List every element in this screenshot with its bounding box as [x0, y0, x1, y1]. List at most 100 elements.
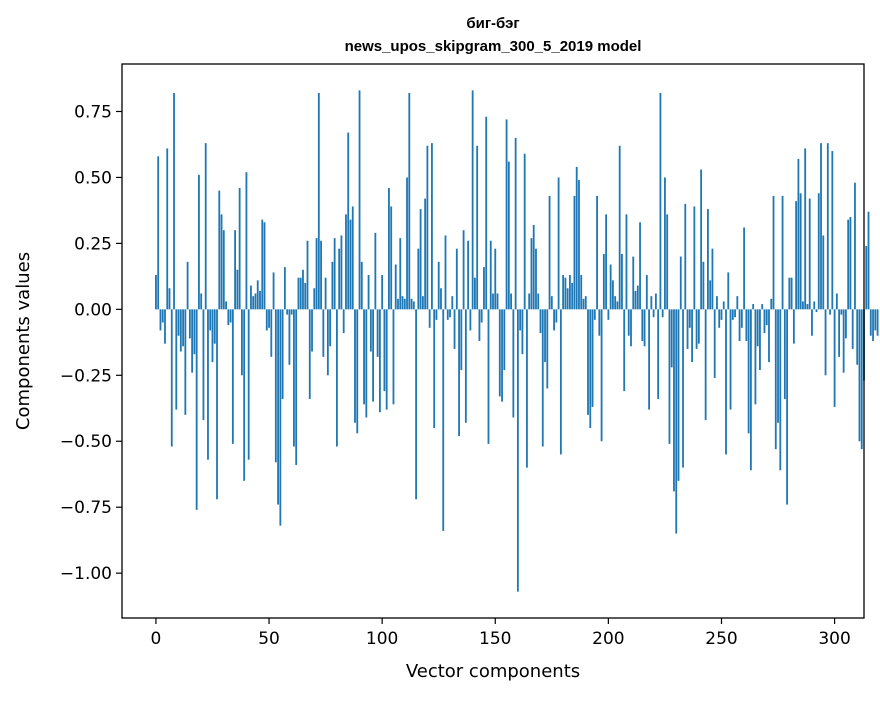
bar-component-19: [198, 174, 200, 310]
bar-component-121: [428, 309, 431, 328]
bar-component-189: [582, 298, 585, 310]
bar-component-141: [474, 277, 476, 310]
bar-component-116: [417, 248, 420, 310]
bar-component-20: [200, 293, 203, 310]
bar-component-84: [345, 214, 347, 310]
bar-component-82: [340, 235, 343, 310]
bar-component-287: [804, 148, 807, 310]
bar-component-137: [464, 309, 467, 423]
bar-component-139: [469, 309, 472, 331]
bar-component-218: [648, 309, 650, 410]
y-tick-label: 0.75: [74, 102, 112, 122]
bar-component-100: [381, 275, 384, 310]
bar-component-2: [159, 309, 162, 331]
bar-component-39: [243, 309, 246, 481]
bar-component-13: [184, 309, 187, 415]
bar-component-265: [754, 309, 757, 405]
bar-component-142: [476, 145, 479, 310]
bar-component-93: [365, 309, 368, 418]
y-axis: 0.75 0.50 0.25 0.00 −0.25 −0.50 −0.75 −1.00: [60, 102, 122, 584]
bar-component-308: [851, 309, 854, 349]
bar-component-79: [333, 238, 336, 310]
bar-component-69: [311, 309, 313, 352]
bar-component-296: [824, 309, 827, 376]
bar-component-27: [216, 309, 218, 500]
bar-component-281: [790, 277, 793, 310]
bar-component-216: [643, 309, 646, 347]
bar-component-214: [639, 222, 641, 310]
bar-component-115: [415, 309, 417, 500]
x-tick-label: 0: [151, 629, 162, 649]
bar-component-75: [324, 277, 327, 310]
bar-component-286: [802, 301, 804, 310]
bar-component-46: [259, 290, 261, 310]
bar-component-195: [596, 195, 598, 310]
bar-component-212: [634, 290, 637, 310]
bar-component-56: [281, 309, 284, 400]
bar-component-70: [313, 288, 316, 310]
bar-component-261: [745, 309, 748, 341]
bar-component-211: [632, 256, 635, 310]
bar-component-249: [718, 309, 721, 328]
bar-component-170: [539, 309, 542, 334]
bar-component-52: [272, 272, 275, 310]
bar-component-229: [673, 309, 675, 492]
bar-component-45: [256, 280, 259, 310]
bar-component-201: [609, 264, 612, 310]
bar-component-133: [455, 248, 458, 310]
x-tick-label: 50: [258, 629, 280, 649]
bar-component-257: [736, 296, 739, 310]
bar-component-282: [792, 309, 795, 344]
y-tick-label: 0.50: [74, 168, 112, 188]
bar-component-98: [376, 309, 379, 357]
bar-component-5: [166, 148, 169, 310]
bar-component-292: [815, 309, 818, 312]
chart-title: биг-бэг news_upos_skipgram_300_5_2019 mo…: [345, 15, 642, 55]
bar-component-103: [388, 187, 390, 310]
bar-component-306: [847, 219, 850, 310]
bar-component-245: [709, 280, 712, 310]
bar-component-107: [397, 298, 399, 310]
bar-component-221: [654, 293, 657, 310]
y-tick-label: 0.00: [74, 300, 112, 320]
bar-component-35: [234, 230, 237, 310]
bar-component-29: [220, 214, 223, 310]
bar-component-111: [406, 177, 408, 310]
bar-component-198: [602, 253, 605, 310]
bar-component-190: [584, 296, 587, 310]
bar-component-94: [367, 275, 370, 310]
bar-component-85: [347, 132, 350, 310]
bar-component-51: [270, 309, 273, 357]
bar-component-73: [320, 240, 322, 310]
bar-component-1: [157, 156, 160, 310]
bar-component-152: [498, 309, 501, 397]
bar-component-155: [505, 119, 508, 310]
bar-component-37: [238, 187, 241, 310]
chart-title-line-2: news_upos_skipgram_300_5_2019 model: [345, 38, 642, 55]
bar-component-26: [213, 309, 216, 344]
bar-component-144: [480, 309, 483, 323]
bar-component-191: [587, 309, 589, 415]
bar-component-318: [874, 309, 877, 331]
bar-component-30: [222, 230, 225, 310]
bar-component-11: [179, 309, 182, 352]
bar-component-269: [763, 309, 766, 334]
bar-component-8: [173, 93, 175, 310]
bar-component-236: [688, 309, 691, 328]
bar-component-240: [697, 309, 700, 344]
bar-component-187: [578, 180, 580, 310]
bar-component-203: [614, 296, 617, 310]
bar-component-65: [302, 269, 304, 310]
x-tick-label: 100: [366, 629, 398, 649]
bar-component-277: [781, 195, 784, 310]
bar-component-134: [458, 309, 460, 436]
bar-component-244: [707, 209, 709, 310]
bar-component-77: [329, 309, 332, 347]
bar-component-171: [541, 309, 544, 447]
x-axis-label: Vector components: [406, 661, 580, 682]
bar-component-34: [231, 309, 234, 444]
bar-component-260: [743, 227, 746, 310]
bar-component-28: [218, 190, 221, 310]
bar-component-119: [424, 198, 427, 310]
